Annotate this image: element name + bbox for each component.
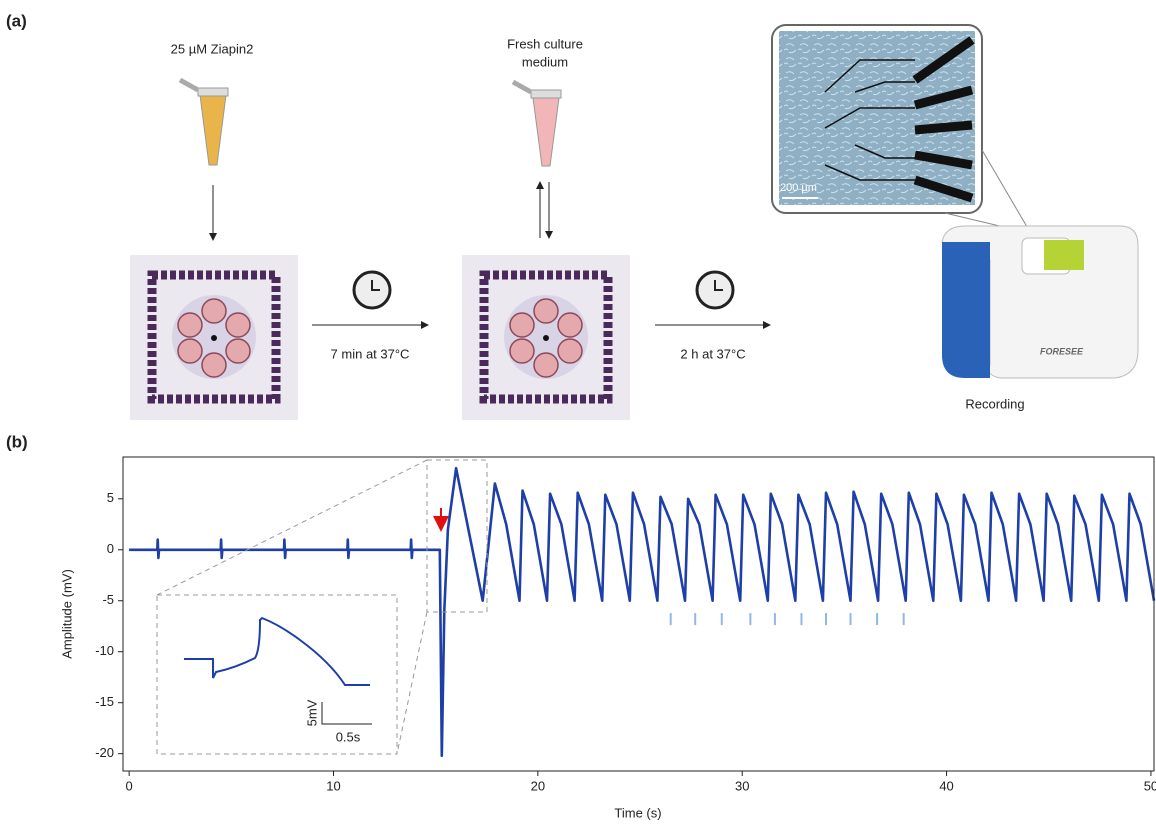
reagent-label: Fresh culture (507, 36, 583, 51)
y-tick-label: -10 (95, 643, 114, 658)
panel-label: (a) (6, 11, 27, 30)
mea-chip (462, 255, 630, 420)
reagent-label: 25 µM Ziapin2 (171, 41, 254, 56)
y-tick-label: -20 (95, 745, 114, 760)
x-tick-label: 40 (939, 778, 953, 793)
inset-scale-label: 5mV (304, 699, 319, 726)
scale-bar-label: 200 µm (780, 182, 817, 194)
x-tick-label: 50 (1144, 778, 1156, 793)
zoom-line (397, 612, 427, 754)
x-tick-label: 30 (735, 778, 749, 793)
incubation-label: 2 h at 37°C (680, 346, 745, 361)
incubation-label: 7 min at 37°C (331, 346, 410, 361)
reagent-label: medium (522, 54, 568, 69)
y-axis-label: Amplitude (mV) (59, 569, 74, 659)
device-brand: FORESEE (1040, 346, 1084, 356)
recording-device: FORESEE (942, 226, 1138, 378)
figure: (a) 25 µM Ziapin2 7 min at 37°C Fresh cu… (0, 0, 1156, 824)
clock-icon (354, 272, 390, 308)
panel-label: (b) (6, 432, 28, 451)
clock-icon (697, 272, 733, 308)
device-label: Recording (965, 396, 1024, 411)
inset: 5mV 0.5s (157, 595, 397, 754)
y-tick-label: -15 (95, 694, 114, 709)
y-tick-label: 5 (107, 490, 114, 505)
zoom-box (427, 460, 487, 612)
x-tick-label: 10 (326, 778, 340, 793)
y-tick-label: -5 (102, 592, 114, 607)
y-tick-label: 0 (107, 541, 114, 556)
x-tick-label: 0 (126, 778, 133, 793)
microscope-inset: 200 µm (772, 25, 982, 213)
inset-scale-label: 0.5s (336, 729, 361, 744)
x-tick-label: 20 (531, 778, 545, 793)
tube-icon (180, 80, 228, 165)
tube-icon (513, 82, 561, 166)
x-axis-label: Time (s) (614, 805, 661, 820)
zoom-line (157, 460, 427, 595)
mea-chip (130, 255, 298, 420)
connector (982, 150, 1030, 232)
